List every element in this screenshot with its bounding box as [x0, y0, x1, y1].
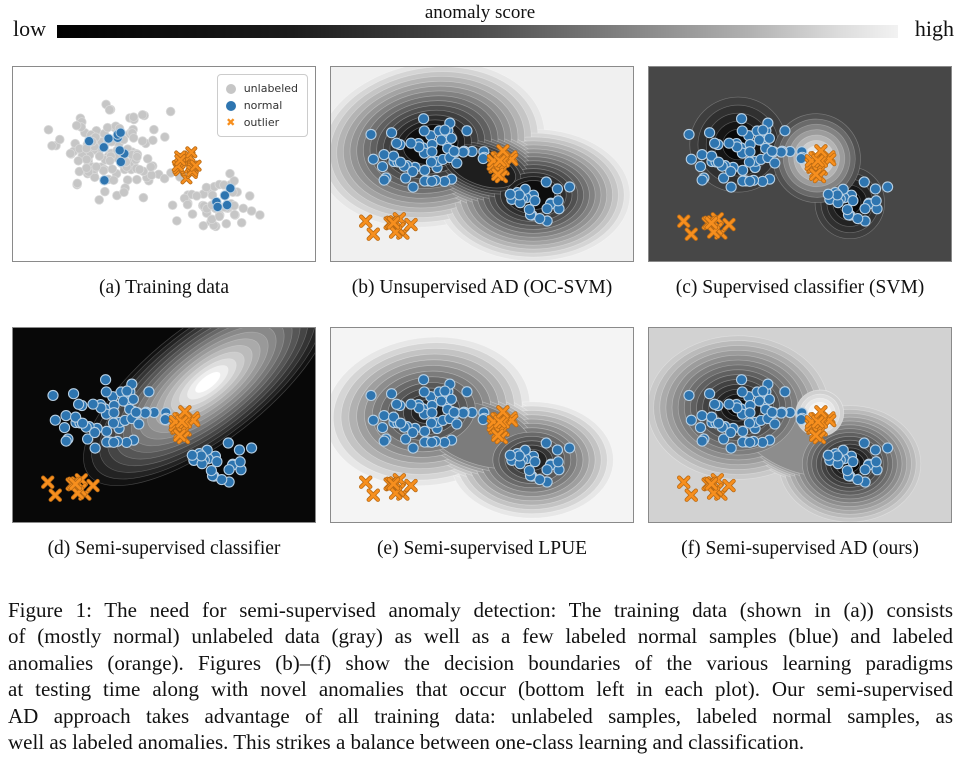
panel-b: (b) Unsupervised AD (OC-SVM): [330, 66, 634, 299]
panel-b-caption: (b) Unsupervised AD (OC-SVM): [351, 277, 613, 298]
colorbar-low-label: low: [13, 16, 46, 41]
caption-line: well as labeled anomalies. This strikes …: [8, 730, 805, 755]
legend-item-normal: normal: [225, 97, 298, 114]
legend-item-unlabeled: unlabeled: [225, 80, 298, 97]
legend-label: unlabeled: [243, 82, 298, 95]
panel-a-legend: unlabeled normal ✖ outlier: [216, 74, 308, 137]
panel-e: (e) Semi-supervised LPUE: [330, 327, 634, 560]
caption-line: at testing time along with novel anomali…: [8, 677, 953, 702]
panel-f: (f) Semi-supervised AD (ours): [648, 327, 952, 560]
panel-row-bottom: (d) Semi-supervised classifier (e) Semi-…: [12, 327, 952, 560]
legend-label: outlier: [243, 116, 280, 129]
panel-row-top: unlabeled normal ✖ outlier (a) Training …: [12, 66, 952, 299]
panel-e-plot: [330, 327, 634, 523]
caption-line: AD approach takes advantage of all train…: [8, 703, 953, 728]
caption-line: anomalies (orange). Figures (b)–(f) show…: [8, 650, 953, 675]
caption-line: Figure 1: The need for semi-supervised a…: [8, 598, 953, 622]
figure-caption: Figure 1: The need for semi-supervised a…: [8, 597, 953, 755]
panel-a-caption: (a) Training data: [99, 277, 229, 298]
panel-b-plot: [330, 66, 634, 262]
unlabeled-marker-icon: [225, 83, 236, 94]
panel-c-plot: [648, 66, 952, 262]
outlier-marker-icon: ✖: [226, 115, 236, 129]
panel-d: (d) Semi-supervised classifier: [12, 327, 316, 560]
normal-marker-icon: [225, 100, 236, 111]
caption-line: of (mostly normal) unlabeled data (gray)…: [8, 624, 953, 649]
panel-f-caption: (f) Semi-supervised AD (ours): [681, 538, 919, 559]
panel-d-caption: (d) Semi-supervised classifier: [47, 538, 281, 559]
panel-c: (c) Supervised classifier (SVM): [648, 66, 952, 299]
colorbar-title: anomaly score: [424, 2, 536, 23]
anomaly-score-colorbar: [57, 25, 898, 38]
panel-d-plot: [12, 327, 316, 523]
legend-label: normal: [243, 99, 283, 112]
colorbar-high-label: high: [914, 16, 954, 41]
legend-item-outlier: ✖ outlier: [225, 114, 298, 131]
panel-c-caption: (c) Supervised classifier (SVM): [675, 277, 925, 298]
panel-a-plot: unlabeled normal ✖ outlier: [12, 66, 316, 262]
panel-f-plot: [648, 327, 952, 523]
panel-a: unlabeled normal ✖ outlier (a) Training …: [12, 66, 316, 299]
panel-e-caption: (e) Semi-supervised LPUE: [376, 538, 588, 559]
